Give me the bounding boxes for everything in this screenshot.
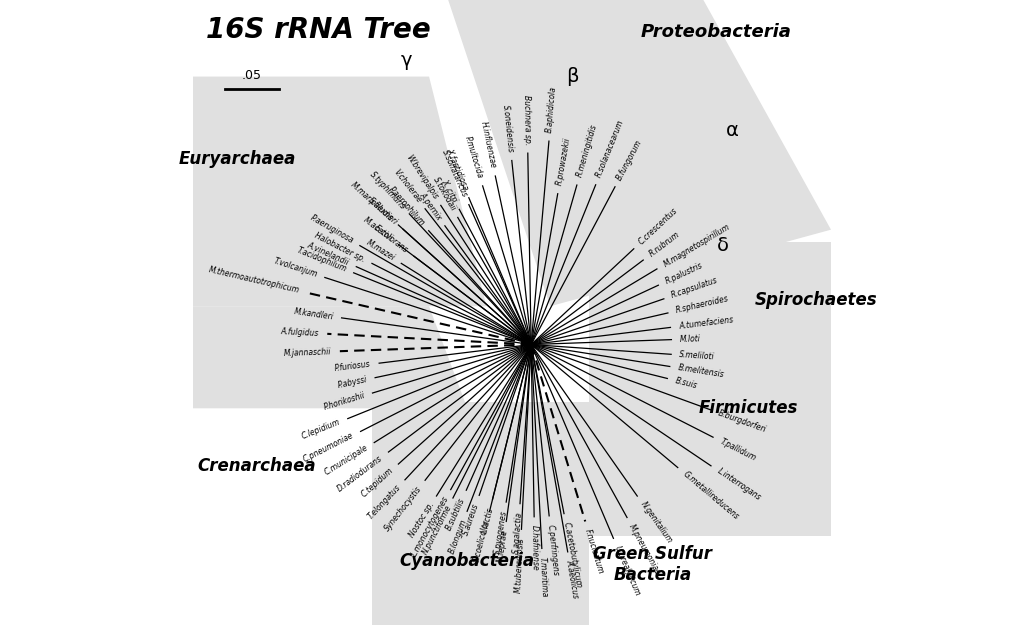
Text: α: α: [726, 121, 738, 140]
Text: T.volcanjum: T.volcanjum: [272, 256, 318, 279]
Text: X. citri: X. citri: [440, 178, 460, 204]
Text: 16S rRNA Tree: 16S rRNA Tree: [206, 16, 430, 44]
Text: P.multocida: P.multocida: [463, 135, 484, 179]
Text: M.thermoautotrophicum: M.thermoautotrophicum: [208, 265, 300, 295]
Text: M.magnetospirillum: M.magnetospirillum: [662, 222, 731, 269]
Text: P.aeruginosa: P.aeruginosa: [308, 213, 355, 246]
Text: R.palustris: R.palustris: [664, 260, 705, 286]
Text: C.municipale: C.municipale: [323, 443, 370, 477]
Text: S.meliloti: S.meliloti: [679, 350, 715, 362]
Text: T.pallidum: T.pallidum: [719, 437, 758, 463]
Text: S.aureus: S.aureus: [462, 501, 480, 537]
Text: R.rubrum: R.rubrum: [647, 230, 681, 258]
Text: F.nucleatum: F.nucleatum: [584, 528, 605, 575]
Polygon shape: [589, 242, 831, 536]
Text: B.melitensis: B.melitensis: [677, 363, 725, 380]
Text: M.loti: M.loti: [680, 334, 700, 344]
Text: S.pyogenes: S.pyogenes: [494, 510, 509, 555]
Text: W.brevipalpis: W.brevipalpis: [404, 153, 440, 201]
Text: A.fulgidus: A.fulgidus: [281, 327, 319, 338]
Text: Nostoc sp.: Nostoc sp.: [408, 501, 436, 539]
Text: P.furiosus: P.furiosus: [335, 360, 372, 373]
Text: M.pneumoniae: M.pneumoniae: [627, 523, 663, 577]
Text: C.lepidium: C.lepidium: [300, 417, 342, 441]
Text: Cyanobacteria: Cyanobacteria: [399, 553, 535, 570]
Polygon shape: [449, 0, 831, 306]
Text: M.mazei: M.mazei: [365, 238, 396, 263]
Text: R.capsulatus: R.capsulatus: [671, 276, 720, 300]
Text: S.agalactia: S.agalactia: [512, 512, 524, 554]
Text: R.meningitidis: R.meningitidis: [574, 123, 599, 179]
Text: L.interrogans: L.interrogans: [716, 467, 762, 503]
Text: C.pneumoniae: C.pneumoniae: [302, 431, 355, 464]
Text: N.punctiforme: N.punctiforme: [421, 503, 454, 556]
Text: T.maritima: T.maritima: [538, 556, 549, 597]
Text: Crenarchaea: Crenarchaea: [198, 457, 316, 475]
Text: Firmicutes: Firmicutes: [698, 399, 798, 417]
Polygon shape: [193, 306, 467, 408]
Text: B.fungorum: B.fungorum: [615, 138, 644, 182]
Text: P.horikoshii: P.horikoshii: [323, 391, 366, 412]
Text: X.fastidiosa: X.fastidiosa: [444, 147, 470, 192]
Text: B.subtilis: B.subtilis: [444, 496, 467, 531]
Text: N.genitalium: N.genitalium: [638, 500, 674, 545]
Text: S.typhimuris: S.typhimuris: [368, 170, 407, 211]
Text: T.elongatus: T.elongatus: [367, 483, 402, 521]
Text: C.perfringens: C.perfringens: [546, 524, 560, 576]
Text: δ: δ: [717, 236, 728, 255]
Text: Euryarchaea: Euryarchaea: [179, 151, 296, 168]
Text: Proteobacteria: Proteobacteria: [641, 23, 792, 41]
Text: γ: γ: [401, 51, 413, 70]
Text: U.urealyticum: U.urealyticum: [612, 544, 642, 597]
Text: B.suis: B.suis: [674, 376, 698, 390]
Text: Synechocystis: Synechocystis: [383, 484, 424, 533]
Polygon shape: [372, 402, 589, 625]
Text: M.leprae: M.leprae: [496, 529, 510, 563]
Text: .05: .05: [242, 69, 262, 82]
Text: T.acidophilum: T.acidophilum: [295, 246, 348, 274]
Text: H.influenzae: H.influenzae: [479, 121, 498, 169]
Text: β: β: [566, 67, 579, 86]
Polygon shape: [193, 77, 486, 306]
Text: R.solanacearum: R.solanacearum: [595, 119, 626, 179]
Text: C.crescentus: C.crescentus: [637, 206, 679, 246]
Text: B.longum: B.longum: [446, 517, 468, 554]
Text: L.lactis: L.lactis: [479, 506, 495, 535]
Text: M.kandleri: M.kandleri: [293, 307, 334, 321]
Text: A.tumefaciens: A.tumefaciens: [678, 315, 734, 331]
Text: P.aerophilum: P.aerophilum: [387, 185, 426, 228]
Text: L.monocytogenes: L.monocytogenes: [410, 494, 451, 558]
Text: A.aeolicus: A.aeolicus: [564, 560, 581, 599]
Text: A.vinelandii: A.vinelandii: [306, 241, 350, 267]
Text: D.hafniense: D.hafniense: [529, 525, 540, 571]
Text: M.jannaschii: M.jannaschii: [284, 347, 332, 358]
Text: R.sphaeroides: R.sphaeroides: [675, 295, 730, 315]
Text: P.abyssi: P.abyssi: [337, 375, 368, 390]
Text: S.coelicolor: S.coelicolor: [472, 519, 492, 563]
Text: A.pernix: A.pernix: [418, 191, 443, 222]
Text: S.oneidensis: S.oneidensis: [502, 104, 515, 152]
Text: Halobacter sp.: Halobacter sp.: [313, 230, 367, 263]
Text: B.burgdorferi: B.burgdorferi: [717, 408, 768, 434]
Text: M.maripaludis: M.maripaludis: [349, 180, 395, 223]
Text: V.cholerae: V.cholerae: [392, 168, 424, 205]
Text: E.coli: E.coli: [373, 224, 394, 243]
Text: G.metallireducens: G.metallireducens: [681, 470, 740, 521]
Text: R.prowazekii: R.prowazekii: [555, 137, 572, 186]
Text: C.acetobutylicum: C.acetobutylicum: [561, 521, 583, 588]
Text: Green Sulfur
Bacteria: Green Sulfur Bacteria: [593, 545, 712, 584]
Text: M.acetivorans: M.acetivorans: [361, 216, 410, 255]
Text: Spirochaetes: Spirochaetes: [755, 291, 878, 309]
Text: S.tokodaii: S.tokodaii: [431, 175, 458, 212]
Text: S.solfataricus: S.solfataricus: [440, 149, 470, 199]
Text: C.tepidum: C.tepidum: [359, 466, 395, 500]
Text: B.aphidicola: B.aphidicola: [545, 86, 558, 133]
Text: D.radiodurans: D.radiodurans: [336, 454, 385, 493]
Text: Buchnera sp.: Buchnera sp.: [522, 94, 532, 145]
Text: M.tuberculosis: M.tuberculosis: [514, 537, 525, 593]
Text: S.flexneri: S.flexneri: [368, 197, 400, 227]
